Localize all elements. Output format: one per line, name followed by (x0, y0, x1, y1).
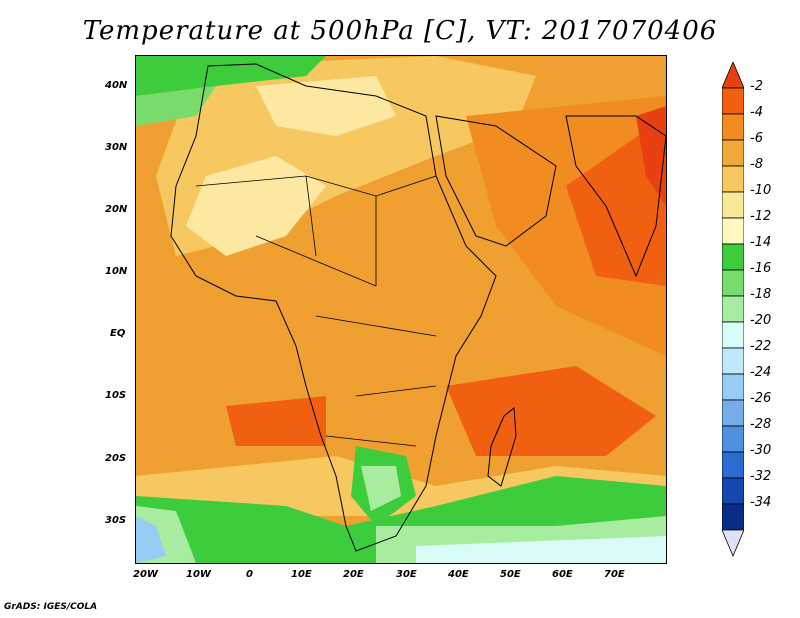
colorbar-tick-label: -14 (750, 235, 772, 250)
colorbar-segment (722, 347, 744, 375)
lon-label-30e: 30E (396, 569, 417, 580)
colorbar-tick-label: -16 (750, 261, 772, 276)
colorbar-tick-label: -30 (750, 443, 772, 458)
colorbar-cap-top (722, 62, 744, 89)
lon-label-70e: 70E (604, 569, 625, 580)
lon-label-50e: 50E (500, 569, 521, 580)
field-blue-sw (136, 516, 166, 563)
colorbar-segment (722, 399, 744, 427)
colorbar-tick-label: -34 (750, 495, 772, 510)
colorbar-segment (722, 425, 744, 453)
field-pale-sahel (186, 156, 326, 256)
map-canvas (136, 56, 666, 563)
lat-label-10n: 10N (105, 266, 128, 277)
colorbar-segment (722, 373, 744, 401)
africa-coastline (170, 63, 497, 552)
lat-label-20s: 20S (105, 453, 127, 464)
map-title: Temperature at 500hPa [C], VT: 201707040… (82, 16, 718, 46)
lon-label-10w: 10W (186, 569, 211, 580)
colorbar-segment (722, 451, 744, 479)
colorbar (722, 62, 744, 557)
lat-label-40n: 40N (105, 80, 128, 91)
colorbar-tick-label: -18 (750, 287, 772, 302)
lat-label-30n: 30N (105, 142, 128, 153)
temperature-map (135, 55, 667, 564)
colorbar-tick-label: -8 (750, 157, 763, 172)
colorbar-segment (722, 503, 744, 531)
field-green-med (136, 56, 326, 96)
colorbar-tick-label: -32 (750, 469, 772, 484)
field-pale-north (256, 76, 396, 136)
colorbar-tick-label: -26 (750, 391, 772, 406)
colorbar-segment (722, 243, 744, 271)
lat-label-30s: 30S (105, 515, 127, 526)
madagascar-coastline (487, 407, 517, 487)
lon-label-20e: 20E (343, 569, 364, 580)
field-cyan-south (416, 536, 666, 563)
field-darkorange-angola (226, 396, 326, 446)
colorbar-segment (722, 217, 744, 245)
arabia-coastline (435, 115, 557, 247)
colorbar-segment (722, 477, 744, 505)
colorbar-tick-label: -4 (750, 105, 763, 120)
colorbar-segment (722, 165, 744, 193)
colorbar-segment (722, 321, 744, 349)
colorbar-segment (722, 269, 744, 297)
colorbar-segment (722, 295, 744, 323)
colorbar-cap-bottom (722, 529, 744, 557)
colorbar-tick-label: -24 (750, 365, 772, 380)
field-darkorange-madagascar (446, 366, 656, 456)
lon-label-40e: 40E (448, 569, 469, 580)
colorbar-tick-label: -22 (750, 339, 772, 354)
colorbar-tick-label: -12 (750, 209, 772, 224)
field-lightgreen-med (136, 86, 216, 126)
country-borders (195, 175, 437, 447)
field-palegreen-kalahari (361, 466, 401, 511)
colorbar-tick-label: -2 (750, 79, 763, 94)
lon-label-0: 0 (246, 569, 253, 580)
colorbar-tick-label: -20 (750, 313, 772, 328)
grads-credit: GrADS: IGES/COLA (4, 602, 98, 612)
colorbar-tick-label: -28 (750, 417, 772, 432)
colorbar-segment (722, 191, 744, 219)
lon-label-10e: 10E (291, 569, 312, 580)
colorbar-tick-label: -10 (750, 183, 772, 198)
lat-label-10s: 10S (105, 390, 127, 401)
colorbar-segment (722, 139, 744, 167)
lon-label-20w: 20W (133, 569, 158, 580)
colorbar-segment (722, 87, 744, 115)
colorbar-segment (722, 113, 744, 141)
lon-label-60e: 60E (552, 569, 573, 580)
colorbar-tick-label: -6 (750, 131, 763, 146)
india-coastline (565, 115, 666, 278)
field-darkorange-india (566, 116, 666, 286)
lat-label-20n: 20N (105, 204, 128, 215)
lat-label-eq: EQ (110, 328, 126, 339)
